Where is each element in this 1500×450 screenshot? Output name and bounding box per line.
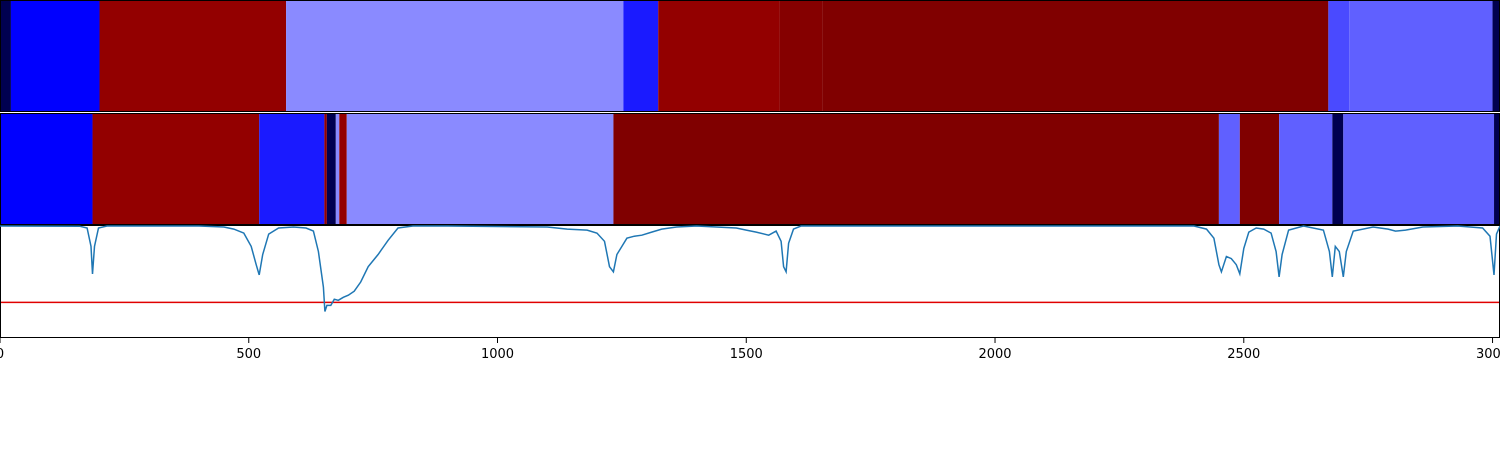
heatmap-bottom-segment bbox=[339, 114, 347, 224]
line-plot-panel bbox=[0, 225, 1500, 338]
heatmap-top-segment bbox=[1349, 1, 1493, 111]
heatmap-top-panel bbox=[0, 1, 1500, 111]
heatmap-bottom-segment bbox=[259, 114, 325, 224]
x-axis: 0 500 1000 1500 2000 2500 3000 bbox=[0, 338, 1500, 362]
x-tick-label: 2500 bbox=[1227, 347, 1260, 362]
heatmap-top-segment bbox=[99, 1, 287, 111]
heatmap-bottom-segment bbox=[1343, 114, 1495, 224]
heatmap-bottom-segment bbox=[0, 114, 93, 224]
heatmap-bottom-segment bbox=[1332, 114, 1344, 224]
heatmap-top-segment bbox=[10, 1, 100, 111]
heatmap-top-segment bbox=[822, 1, 1329, 111]
heatmap-bottom-panel bbox=[0, 114, 1500, 224]
heatmap-bottom-segment bbox=[324, 114, 327, 224]
x-tick-label: 0 bbox=[0, 347, 4, 362]
line-plot-frame bbox=[0, 225, 1500, 338]
series-line bbox=[0, 225, 1500, 312]
heatmap-top-segment bbox=[286, 1, 624, 111]
heatmap-bottom-segment bbox=[326, 114, 336, 224]
heatmap-bottom-segment bbox=[92, 114, 260, 224]
heatmap-bottom-segment bbox=[1494, 114, 1500, 224]
heatmap-bottom-segment bbox=[1279, 114, 1333, 224]
x-tick-label: 500 bbox=[236, 347, 261, 362]
heatmap-bottom-segment bbox=[1239, 114, 1280, 224]
heatmap-bottom-segment bbox=[335, 114, 340, 224]
x-tick-label: 3000 bbox=[1476, 347, 1500, 362]
heatmap-bottom-segment bbox=[1218, 114, 1240, 224]
heatmap-top-segment bbox=[0, 1, 11, 111]
heatmap-top-segment bbox=[623, 1, 659, 111]
heatmap-top-segment bbox=[1492, 1, 1500, 111]
heatmap-top-segment bbox=[1328, 1, 1350, 111]
x-tick-label: 1000 bbox=[481, 347, 514, 362]
heatmap-top-segment bbox=[779, 1, 823, 111]
heatmap-top-segment bbox=[658, 1, 780, 111]
heatmap-bottom-segment bbox=[346, 114, 614, 224]
x-tick-label: 2000 bbox=[978, 347, 1011, 362]
x-tick-label: 1500 bbox=[730, 347, 763, 362]
heatmap-bottom-segment bbox=[613, 114, 1219, 224]
